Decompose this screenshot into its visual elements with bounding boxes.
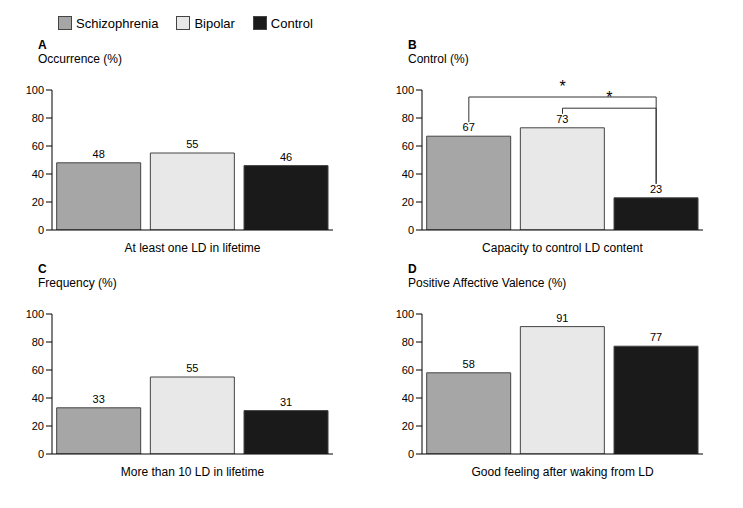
html-text:Positive Affective Valence (%): Positive Affective Valence (%) <box>408 276 567 290</box>
svg-text:At least one LD in lifetime: At least one LD in lifetime <box>124 241 260 255</box>
svg-text:Capacity to control LD content: Capacity to control LD content <box>482 241 643 255</box>
svg-text:55: 55 <box>186 362 198 374</box>
svg-text:100: 100 <box>396 84 414 96</box>
svg-text:100: 100 <box>26 308 44 320</box>
html-text:Control: Control <box>270 15 313 31</box>
svg-text:58: 58 <box>463 358 475 370</box>
svg-text:91: 91 <box>556 312 568 324</box>
svg-text:60: 60 <box>32 364 44 376</box>
svg-text:77: 77 <box>650 331 662 343</box>
svg-text:60: 60 <box>402 364 414 376</box>
svg-text:100: 100 <box>396 308 414 320</box>
svg-text:0: 0 <box>38 224 44 236</box>
svg-text:67: 67 <box>463 121 475 133</box>
svg-text:20: 20 <box>32 196 44 208</box>
svg-text:80: 80 <box>402 112 414 124</box>
svg-text:60: 60 <box>402 140 414 152</box>
svg-text:20: 20 <box>402 420 414 432</box>
html-text:Bipolar: Bipolar <box>194 15 235 31</box>
svg-text:80: 80 <box>402 336 414 348</box>
svg-text:40: 40 <box>32 392 44 404</box>
svg-text:73: 73 <box>556 113 568 125</box>
svg-text:33: 33 <box>93 393 105 405</box>
svg-text:0: 0 <box>408 224 414 236</box>
svg-text:More than 10 LD in lifetime: More than 10 LD in lifetime <box>121 465 265 479</box>
html-text:B: B <box>408 38 417 52</box>
html-text:C: C <box>38 262 47 276</box>
svg-text:0: 0 <box>38 448 44 460</box>
html-text:Frequency (%): Frequency (%) <box>38 276 117 290</box>
svg-text:0: 0 <box>408 448 414 460</box>
svg-text:23: 23 <box>650 183 662 195</box>
svg-text:31: 31 <box>280 396 292 408</box>
svg-text:40: 40 <box>402 392 414 404</box>
svg-text:20: 20 <box>32 420 44 432</box>
html-text:D: D <box>408 262 417 276</box>
svg-text:*: * <box>606 89 612 106</box>
svg-text:55: 55 <box>186 138 198 150</box>
html-text:Control (%): Control (%) <box>408 52 469 66</box>
html-text:A: A <box>38 38 47 52</box>
svg-text:40: 40 <box>32 168 44 180</box>
svg-text:48: 48 <box>93 148 105 160</box>
svg-text:60: 60 <box>32 140 44 152</box>
html-text:Schizophrenia: Schizophrenia <box>76 15 159 31</box>
svg-text:20: 20 <box>402 196 414 208</box>
svg-text:Good feeling after waking from: Good feeling after waking from LD <box>471 465 653 479</box>
svg-text:80: 80 <box>32 336 44 348</box>
html-text:Occurrence (%): Occurrence (%) <box>38 52 122 66</box>
svg-text:46: 46 <box>280 151 292 163</box>
svg-text:80: 80 <box>32 112 44 124</box>
svg-text:100: 100 <box>26 84 44 96</box>
svg-text:40: 40 <box>402 168 414 180</box>
svg-text:*: * <box>559 78 565 95</box>
